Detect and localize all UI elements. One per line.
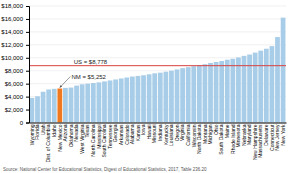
bar xyxy=(97,82,102,122)
chart: WyomingFloridaUtahDist. of ColumbiaIdaho… xyxy=(0,0,291,173)
bar xyxy=(236,57,241,122)
bar xyxy=(247,55,252,123)
bar xyxy=(214,62,219,123)
y-tick: $2,000 xyxy=(5,107,29,113)
source-text: Source: National Center for Educational … xyxy=(3,167,207,172)
y-tick-mark xyxy=(26,84,29,85)
bar xyxy=(158,73,163,123)
bar xyxy=(270,46,275,122)
bar xyxy=(152,73,157,122)
y-tick-label: 0 xyxy=(20,120,24,126)
y-tick-mark xyxy=(26,45,29,46)
y-tick-label: $12,000 xyxy=(1,42,23,48)
y-tick: $18,000 xyxy=(1,3,29,9)
bar xyxy=(46,89,51,122)
x-tick-label: New York xyxy=(280,124,286,146)
bar xyxy=(208,63,213,123)
y-tick-label: $6,000 xyxy=(5,81,24,87)
y-tick-label: $4,000 xyxy=(5,94,24,100)
y-tick-label: $18,000 xyxy=(1,3,23,9)
y-tick: $14,000 xyxy=(1,29,29,35)
bar xyxy=(180,68,185,122)
bar xyxy=(91,83,96,122)
y-tick-mark xyxy=(26,110,29,111)
bar xyxy=(253,53,258,123)
y-tick: $4,000 xyxy=(5,94,29,100)
bar xyxy=(141,75,146,122)
y-tick-mark xyxy=(26,123,29,124)
bar xyxy=(124,78,129,123)
bar xyxy=(41,92,46,123)
grid-line xyxy=(29,18,286,19)
grid-line xyxy=(29,31,286,32)
bar xyxy=(108,80,113,122)
bar xyxy=(163,72,168,123)
y-axis-line xyxy=(26,7,30,124)
x-axis: WyomingFloridaUtahDist. of ColumbiaIdaho… xyxy=(29,123,287,163)
bar xyxy=(35,96,40,122)
bar xyxy=(219,61,224,122)
bar xyxy=(85,84,90,123)
bar xyxy=(130,77,135,123)
grid-line xyxy=(29,44,286,45)
bar xyxy=(147,74,152,122)
annotations: US = $8,778 NM = $5,252 xyxy=(60,59,108,88)
y-tick-mark xyxy=(26,6,29,7)
bar xyxy=(169,71,174,123)
x-tick: New York xyxy=(280,123,286,146)
y-tick-mark xyxy=(26,58,29,59)
bar xyxy=(230,59,235,123)
bar xyxy=(136,76,141,123)
annotation-text: NM = $5,252 xyxy=(71,74,106,80)
bar xyxy=(203,64,208,122)
y-tick-mark xyxy=(26,97,29,98)
bar xyxy=(80,84,85,122)
y-tick: 0 xyxy=(20,120,29,126)
bar xyxy=(57,89,62,123)
bar xyxy=(102,81,107,122)
annotation-text: US = $8,778 xyxy=(74,59,108,65)
bar xyxy=(52,89,57,123)
y-tick: $10,000 xyxy=(1,55,29,61)
plot-area xyxy=(29,18,286,123)
bar xyxy=(264,49,269,123)
x-axis-line xyxy=(30,123,287,124)
bar xyxy=(69,88,74,123)
y-tick: $16,000 xyxy=(1,16,29,22)
y-tick-label: $2,000 xyxy=(5,107,24,113)
bar xyxy=(30,98,35,123)
bar xyxy=(63,88,68,123)
bar xyxy=(197,65,202,122)
bar xyxy=(74,86,79,123)
bar xyxy=(186,67,191,122)
y-tick-label: $14,000 xyxy=(1,29,23,35)
y-tick-label: $10,000 xyxy=(1,55,23,61)
y-tick-mark xyxy=(26,71,29,72)
y-tick-label: $16,000 xyxy=(1,16,23,22)
y-tick: $6,000 xyxy=(5,81,29,87)
grid-line xyxy=(29,6,286,7)
grid xyxy=(29,6,286,123)
y-tick-mark xyxy=(26,32,29,33)
y-tick: $8,000 xyxy=(5,68,29,74)
bar xyxy=(275,37,280,122)
y-tick: $12,000 xyxy=(1,42,29,48)
y-tick-label: $8,000 xyxy=(5,68,24,74)
annotation-arrow xyxy=(60,77,71,88)
bar xyxy=(258,51,263,123)
bar xyxy=(225,60,230,123)
bar xyxy=(119,78,124,122)
bar xyxy=(281,18,286,123)
y-tick-mark xyxy=(26,19,29,20)
bar xyxy=(175,69,180,122)
reference-line xyxy=(29,65,286,66)
bar xyxy=(113,79,118,122)
y-axis: 0 $2,000 $4,000 $6,000 $8,000 $10,000 $12,000 $… xyxy=(1,3,29,126)
bar xyxy=(191,66,196,122)
